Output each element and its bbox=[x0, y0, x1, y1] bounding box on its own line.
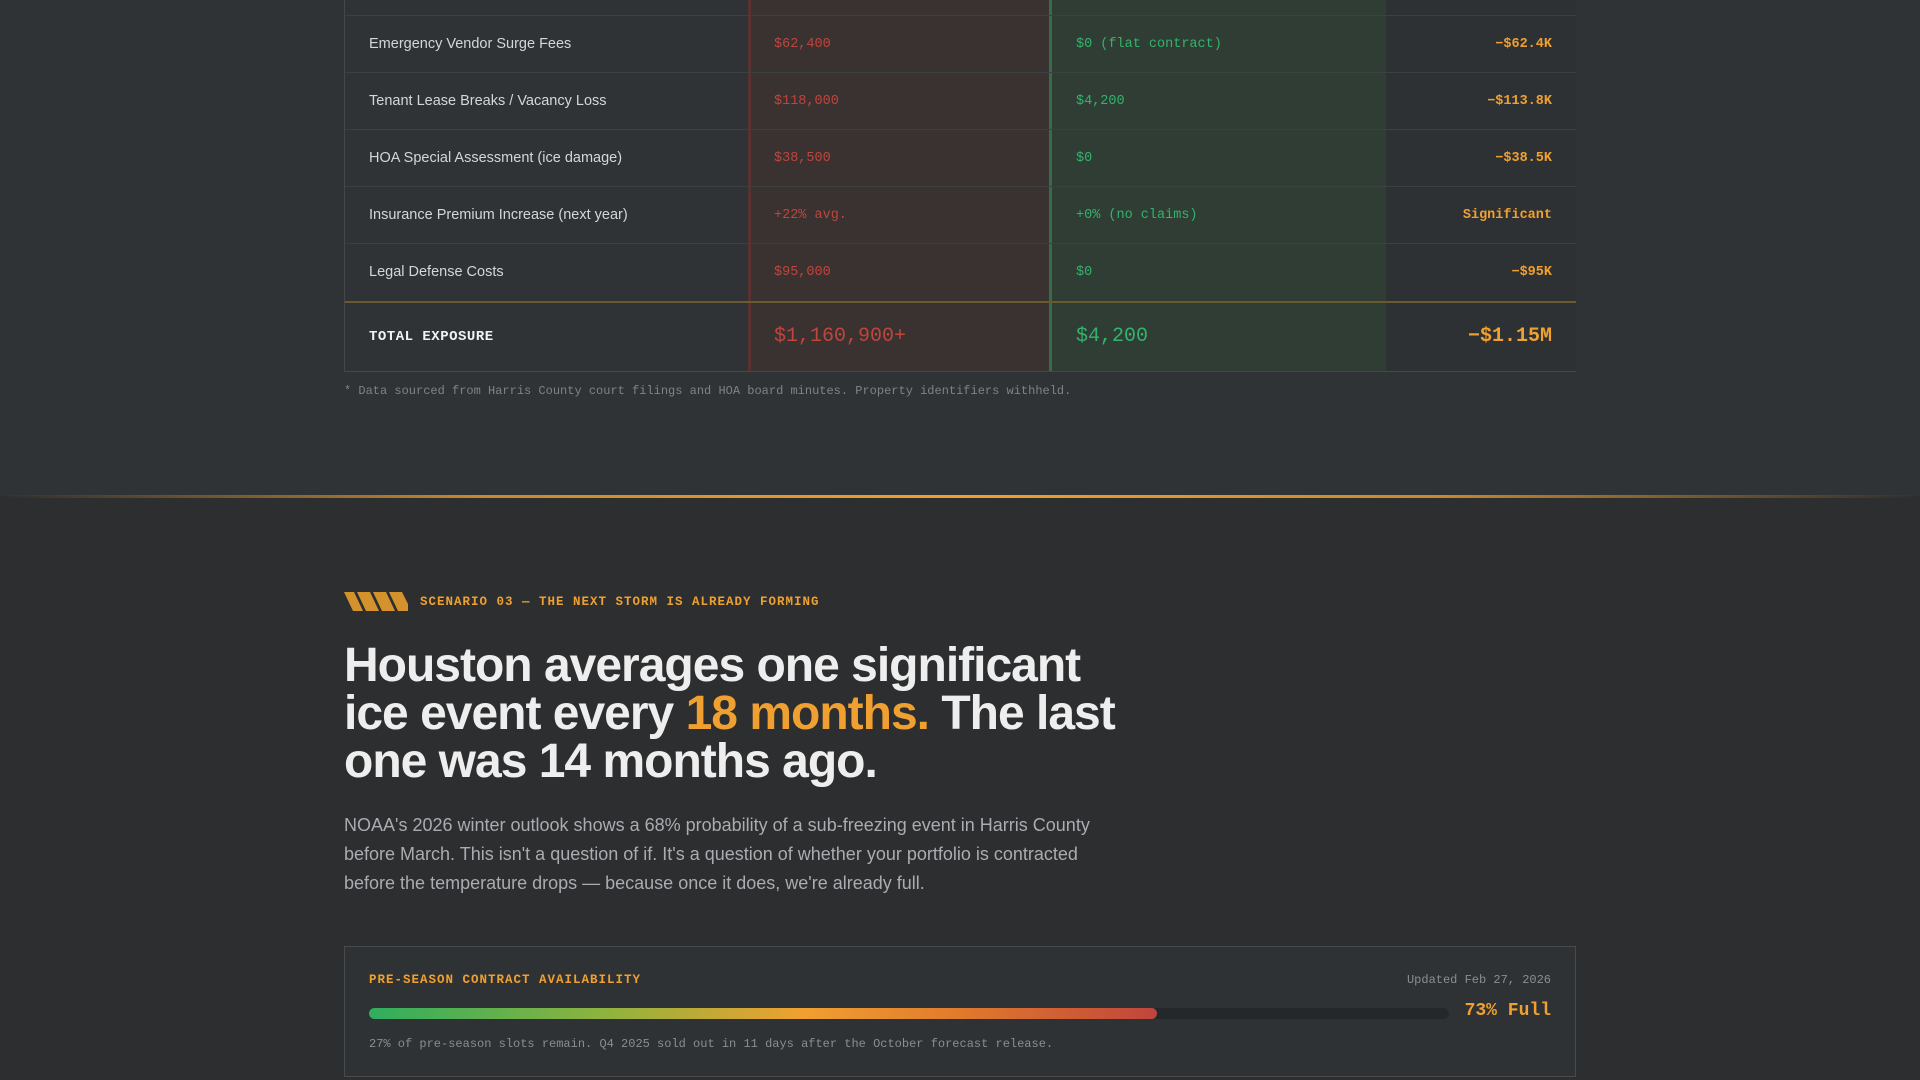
availability-progress-bar bbox=[369, 1008, 1449, 1019]
row-label: Emergency Vendor Surge Fees bbox=[369, 36, 572, 52]
table-row: Tenant Lease Breaks / Vacancy Loss $118,… bbox=[345, 73, 1576, 130]
delta-column bbox=[1386, 0, 1576, 371]
scenario-headline: Houston averages one significant ice eve… bbox=[344, 642, 1144, 786]
row-after-value: $4,200 bbox=[1076, 94, 1125, 109]
row-delta-value: −$62.4K bbox=[1495, 37, 1552, 52]
exposure-section: Emergency Vendor Surge Fees $62,400 $0 (… bbox=[0, 0, 1920, 496]
row-delta-value: −$38.5K bbox=[1495, 151, 1552, 166]
table-footnote: * Data sourced from Harris County court … bbox=[344, 384, 1072, 398]
row-before-value: $62,400 bbox=[774, 37, 831, 52]
row-delta-value: −$113.8K bbox=[1487, 94, 1552, 109]
row-after-value: $0 bbox=[1076, 151, 1093, 166]
eyebrow-label: SCENARIO 03 — THE NEXT STORM IS ALREADY … bbox=[420, 594, 820, 609]
table-row: Legal Defense Costs $95,000 $0 −$95K bbox=[345, 244, 1576, 301]
section-divider bbox=[0, 495, 1920, 498]
availability-updated: Updated Feb 27, 2026 bbox=[1406, 973, 1551, 987]
availability-panel: PRE-SEASON CONTRACT AVAILABILITY Updated… bbox=[344, 946, 1576, 1077]
scenario-lede: NOAA's 2026 winter outlook shows a 68% p… bbox=[344, 815, 1090, 893]
total-before-value: $1,160,900+ bbox=[774, 325, 907, 348]
row-before-value: $95,000 bbox=[774, 265, 831, 280]
row-after-value: $0 (flat contract) bbox=[1076, 37, 1222, 52]
headline-text-end: The last one was 14 months ago. bbox=[344, 687, 1116, 788]
table-row bbox=[345, 0, 1576, 16]
row-after-value: +0% (no claims) bbox=[1076, 208, 1198, 223]
hazard-stripes-icon bbox=[344, 592, 408, 611]
row-delta-value: −$95K bbox=[1511, 265, 1552, 280]
scenario-eyebrow: SCENARIO 03 — THE NEXT STORM IS ALREADY … bbox=[344, 592, 820, 611]
availability-percent-label: 73% Full bbox=[1464, 1001, 1551, 1021]
before-column bbox=[748, 0, 1049, 371]
row-after-value: $0 bbox=[1076, 265, 1093, 280]
exposure-table: Emergency Vendor Surge Fees $62,400 $0 (… bbox=[344, 0, 1576, 372]
total-after-value: $4,200 bbox=[1076, 325, 1149, 348]
row-before-value: $38,500 bbox=[774, 151, 831, 166]
availability-title: PRE-SEASON CONTRACT AVAILABILITY bbox=[369, 973, 642, 987]
table-row: Emergency Vendor Surge Fees $62,400 $0 (… bbox=[345, 16, 1576, 73]
availability-note: 27% of pre-season slots remain. Q4 2025 … bbox=[369, 1037, 1054, 1051]
row-label: Insurance Premium Increase (next year) bbox=[369, 207, 628, 223]
row-before-value: $118,000 bbox=[774, 94, 839, 109]
table-row: HOA Special Assessment (ice damage) $38,… bbox=[345, 130, 1576, 187]
headline-accent: 18 months. bbox=[685, 687, 930, 740]
row-delta-value: Significant bbox=[1462, 208, 1552, 223]
row-before-value: +22% avg. bbox=[774, 208, 847, 223]
table-row: Insurance Premium Increase (next year) +… bbox=[345, 187, 1576, 244]
availability-progress-fill bbox=[369, 1008, 1158, 1019]
headline-text: Houston averages one significant ice eve… bbox=[344, 639, 1081, 740]
after-column bbox=[1049, 0, 1386, 371]
row-label: Legal Defense Costs bbox=[369, 264, 504, 280]
total-label: TOTAL EXPOSURE bbox=[369, 329, 494, 345]
total-delta-value: −$1.15M bbox=[1467, 325, 1552, 348]
row-label: Tenant Lease Breaks / Vacancy Loss bbox=[369, 93, 607, 109]
row-label: HOA Special Assessment (ice damage) bbox=[369, 150, 623, 166]
total-row: TOTAL EXPOSURE $1,160,900+ $4,200 −$1.15… bbox=[345, 301, 1576, 371]
